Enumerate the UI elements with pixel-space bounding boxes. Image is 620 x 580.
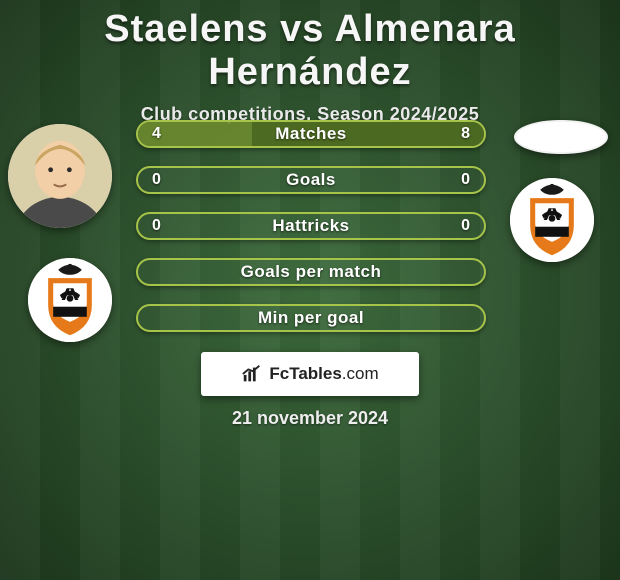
stat-label: Goals per match (138, 260, 484, 284)
stat-label: Min per goal (138, 306, 484, 330)
stat-label: Matches (138, 122, 484, 146)
stat-bar: 4 8 Matches (136, 120, 486, 148)
club-badge-svg (28, 258, 112, 342)
player1-club-badge (28, 258, 112, 342)
player1-photo-svg (8, 124, 112, 228)
brand-text: FcTables.com (269, 364, 378, 384)
brand-chart-icon (241, 363, 263, 385)
brand-name: FcTables (269, 364, 341, 383)
stat-bar: 0 0 Hattricks (136, 212, 486, 240)
stat-label: Hattricks (138, 214, 484, 238)
page-title: Staelens vs Almenara Hernández (0, 0, 620, 94)
stat-bar: Min per goal (136, 304, 486, 332)
club-badge-svg (510, 178, 594, 262)
stat-bars: 4 8 Matches 0 0 Goals 0 0 Hattricks Goal… (136, 120, 486, 350)
player2-club-badge (510, 178, 594, 262)
brand-domain: .com (342, 364, 379, 383)
stat-label: Goals (138, 168, 484, 192)
comparison-stage: 4 8 Matches 0 0 Goals 0 0 Hattricks Goal… (0, 110, 620, 370)
date-text: 21 november 2024 (0, 408, 620, 429)
stat-bar: 0 0 Goals (136, 166, 486, 194)
brand-card: FcTables.com (201, 352, 419, 396)
player1-photo (8, 124, 112, 228)
player2-photo (514, 120, 608, 154)
stat-bar: Goals per match (136, 258, 486, 286)
